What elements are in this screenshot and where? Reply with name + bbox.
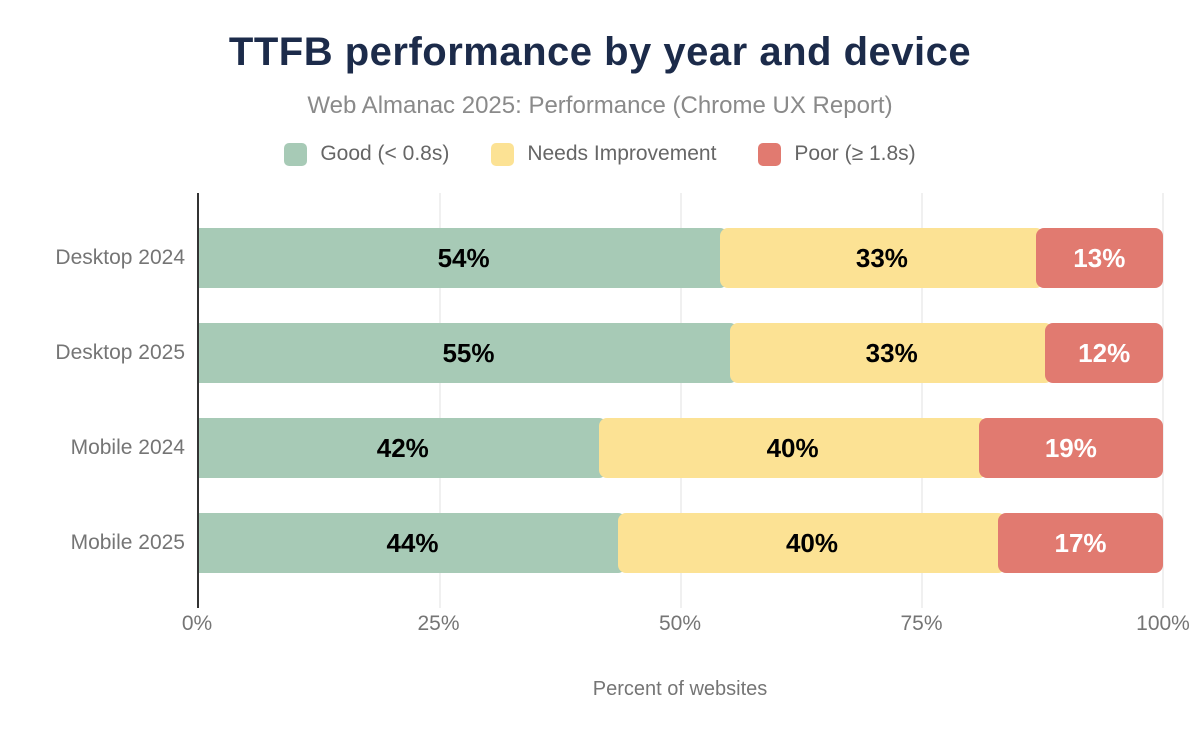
bar-row-3: 44% 40% 17% xyxy=(199,513,1164,573)
x-axis-tick: 25% xyxy=(417,612,460,635)
gridline xyxy=(1162,193,1164,608)
y-axis-label-3: Mobile 2025 xyxy=(70,531,185,554)
bar-value-label: 44% xyxy=(386,527,439,558)
x-axis-tick: 50% xyxy=(658,612,702,635)
bar-segment: 33% xyxy=(720,228,1044,288)
bar-value-label: 33% xyxy=(855,242,908,273)
bar-segment: 55% xyxy=(199,323,738,383)
bar-value-label: 55% xyxy=(442,337,495,368)
bar-segment: 17% xyxy=(998,513,1164,573)
y-axis-label-0: Desktop 2024 xyxy=(55,246,185,269)
bar-segment: 54% xyxy=(199,228,729,288)
legend-label: Poor (≥ 1.8s) xyxy=(794,142,916,165)
legend-label: Needs Improvement xyxy=(527,142,717,165)
bar-segment: 33% xyxy=(730,323,1054,383)
bar-segment: 42% xyxy=(199,418,607,478)
bar-value-label: 17% xyxy=(1054,527,1107,558)
bar-segment: 19% xyxy=(978,418,1164,478)
bar-segment: 44% xyxy=(199,513,626,573)
legend-item-1: Needs Improvement xyxy=(491,142,716,166)
bar-segment: 40% xyxy=(617,513,1007,573)
bar-value-label: 42% xyxy=(376,432,429,463)
bar-value-label: 54% xyxy=(437,242,490,273)
chart-subtitle: Web Almanac 2025: Performance (Chrome UX… xyxy=(307,92,893,119)
bar-row-2: 42% 40% 19% xyxy=(199,418,1164,478)
gridline xyxy=(921,193,923,608)
bar-value-label: 19% xyxy=(1044,432,1097,463)
x-axis-tick: 75% xyxy=(900,612,943,635)
gridline xyxy=(439,193,441,608)
plot-area: 54% 33% 13% 55% 33% 12% 42% 40% 19% 44% 40% 17% xyxy=(197,193,1164,608)
bar-segment: 13% xyxy=(1035,228,1164,288)
bar-segment: 40% xyxy=(598,418,987,478)
y-axis-label-1: Desktop 2025 xyxy=(55,341,185,364)
bar-segment: 12% xyxy=(1045,323,1163,383)
y-axis-label-2: Mobile 2024 xyxy=(70,436,185,459)
bar-value-label: 33% xyxy=(865,337,918,368)
x-axis-title: Percent of websites xyxy=(592,678,768,700)
gridline xyxy=(680,193,682,608)
x-axis-tick: 0% xyxy=(181,612,213,635)
bar-value-label: 40% xyxy=(766,432,819,463)
x-axis-tick: 100% xyxy=(1136,612,1190,635)
legend-swatch-icon xyxy=(758,142,782,166)
legend-label: Good (< 0.8s) xyxy=(320,142,450,165)
bar-value-label: 12% xyxy=(1078,337,1131,368)
bar-value-label: 13% xyxy=(1073,242,1126,273)
legend-swatch-icon xyxy=(491,142,515,166)
legend-item-2: Poor (≥ 1.8s) xyxy=(758,142,916,166)
legend: Good (< 0.8s) Needs Improvement Poor (≥ 1.… xyxy=(0,142,1200,166)
legend-item-0: Good (< 0.8s) xyxy=(284,142,449,166)
bar-value-label: 40% xyxy=(785,527,839,558)
legend-swatch-icon xyxy=(284,142,308,166)
page-title: TTFB performance by year and device xyxy=(228,30,972,74)
bar-row-0: 54% 33% 13% xyxy=(199,228,1164,288)
bar-row-1: 55% 33% 12% xyxy=(199,323,1163,383)
